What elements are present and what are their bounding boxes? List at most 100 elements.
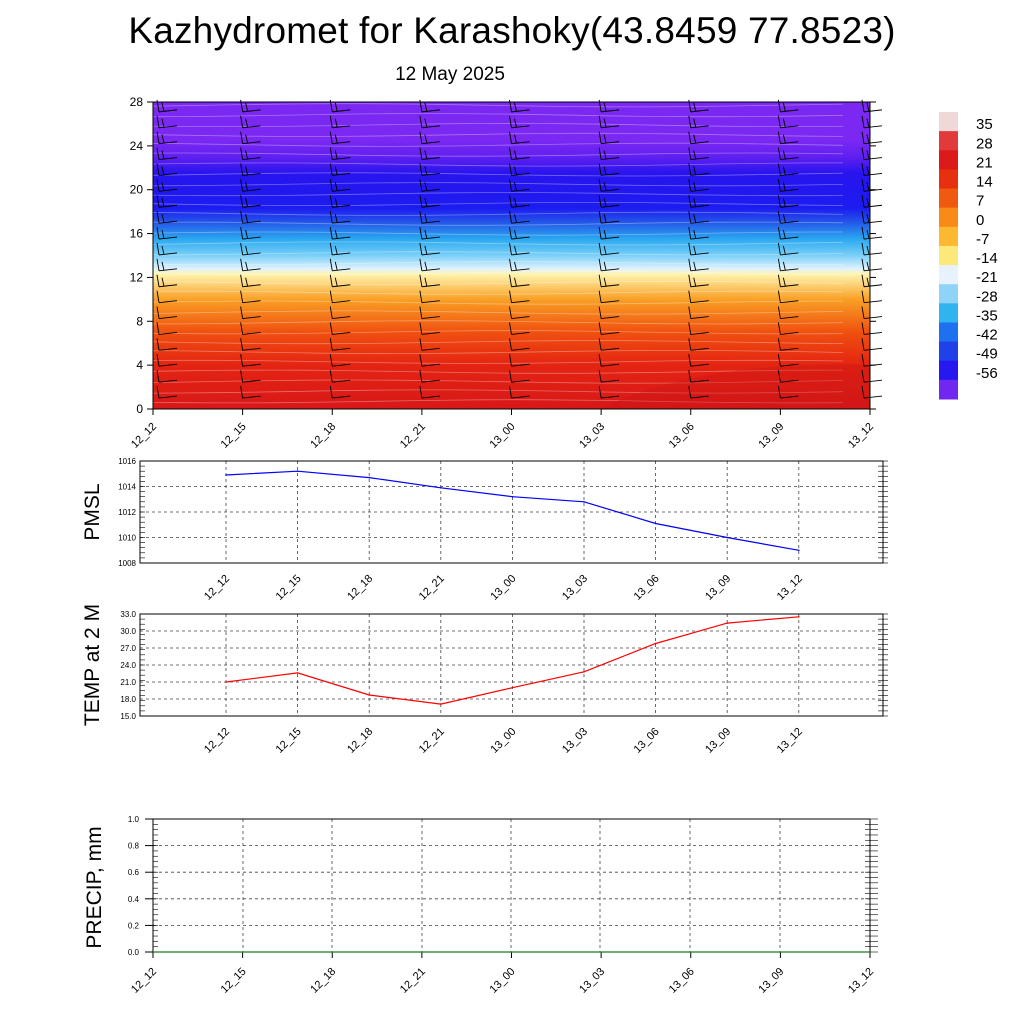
temp-frame bbox=[139, 613, 884, 717]
wind-barb-feather bbox=[156, 226, 160, 240]
wind-barb-feather bbox=[240, 322, 244, 335]
contour-line bbox=[152, 211, 844, 216]
wind-barb-shaft bbox=[690, 300, 709, 304]
wind-barb-shaft bbox=[601, 268, 620, 272]
wind-barb-feather bbox=[514, 118, 517, 128]
wind-barb-shaft bbox=[511, 363, 530, 367]
wind-barb-feather bbox=[861, 290, 865, 303]
colorbar-swatch bbox=[939, 169, 958, 190]
wind-barb-feather bbox=[161, 245, 165, 255]
wind-barb-feather bbox=[240, 354, 244, 367]
wind-barb-feather bbox=[688, 179, 692, 192]
temp-point bbox=[511, 686, 514, 689]
wind-barb-shaft bbox=[601, 188, 620, 192]
wind-barb-feather bbox=[866, 261, 870, 271]
wind-barb-feather bbox=[861, 322, 865, 335]
contour-line bbox=[152, 350, 844, 355]
wind-barb-shaft bbox=[780, 363, 799, 367]
precip-panel: 0.0 0.2 0.4 0.6 0.8 1.0 12_12 12_15 12_18 12_21 13… bbox=[83, 815, 878, 996]
wind-barb-feather bbox=[688, 226, 692, 240]
wind-barb-shaft bbox=[332, 268, 351, 272]
wind-barb-shaft bbox=[690, 395, 709, 399]
wind-barb-feather bbox=[688, 131, 692, 144]
y-tick-label: 1012 bbox=[118, 508, 136, 517]
pmsl-point bbox=[726, 536, 728, 539]
wind-barb-feather bbox=[777, 370, 781, 383]
colorbar-swatch bbox=[939, 322, 958, 343]
x-tick-label: 13_03 bbox=[560, 573, 590, 603]
contour-line bbox=[152, 300, 843, 305]
wind-barb-shaft bbox=[332, 141, 351, 145]
wind-barb-feather bbox=[509, 354, 512, 367]
wind-barb-feather bbox=[688, 147, 692, 160]
x-tick-label: 13_09 bbox=[703, 573, 733, 603]
contour-line bbox=[152, 202, 844, 207]
wind-barb-shaft bbox=[601, 347, 620, 351]
wind-barb-feather bbox=[777, 290, 781, 303]
wind-barb-feather bbox=[161, 102, 165, 112]
wind-barb-shaft bbox=[601, 284, 620, 288]
wind-barb-shaft bbox=[242, 141, 261, 145]
wind-barb-shaft bbox=[863, 157, 883, 161]
wind-barb-feather bbox=[329, 131, 333, 144]
wind-barb-feather bbox=[509, 370, 512, 383]
wind-barb-shaft bbox=[863, 284, 883, 288]
x-tick-label: 12_12 bbox=[129, 421, 159, 451]
wind-barb-feather bbox=[598, 258, 602, 271]
wind-barb-feather bbox=[424, 245, 428, 255]
wind-barb-feather bbox=[603, 277, 607, 287]
wind-barb-shaft bbox=[242, 268, 261, 272]
wind-barb-shaft bbox=[421, 220, 440, 224]
x-tick-label: 12_15 bbox=[274, 573, 304, 603]
colorbar-swatch bbox=[939, 303, 958, 323]
wind-barb-shaft bbox=[242, 220, 261, 224]
wind-barb-shaft bbox=[242, 316, 261, 319]
temp-point bbox=[583, 671, 585, 673]
wind-barb-feather bbox=[861, 211, 865, 224]
x-tick-label: 13_12 bbox=[775, 573, 805, 603]
wind-barb-shaft bbox=[332, 395, 351, 399]
wind-barb-feather bbox=[777, 211, 781, 224]
contour-line bbox=[152, 221, 844, 226]
wind-barb-feather bbox=[509, 115, 512, 128]
wind-barb-feather bbox=[419, 211, 423, 224]
wind-barb-feather bbox=[240, 163, 244, 176]
wind-barb-feather bbox=[334, 102, 338, 112]
x-tick-label: 13_09 bbox=[756, 421, 786, 451]
wind-barb-feather bbox=[688, 354, 692, 367]
wind-barb-feather bbox=[866, 102, 870, 112]
wind-barb-shaft bbox=[690, 157, 709, 161]
wind-barbs bbox=[156, 99, 883, 399]
wind-barb-feather bbox=[329, 211, 333, 224]
wind-barb-feather bbox=[598, 290, 602, 303]
wind-barb-feather bbox=[156, 211, 160, 224]
contour-line bbox=[152, 271, 844, 275]
colorbar-label: -7 bbox=[976, 231, 989, 248]
wind-barb-shaft bbox=[421, 379, 440, 383]
wind-barb-shaft bbox=[158, 188, 178, 192]
wind-barb-feather bbox=[419, 290, 423, 303]
wind-barb-feather bbox=[777, 322, 781, 335]
wind-barb-feather bbox=[156, 131, 160, 144]
wind-barb-feather bbox=[329, 115, 333, 128]
wind-barb-shaft bbox=[158, 220, 178, 224]
wind-barb-feather bbox=[693, 134, 697, 144]
wind-barb-feather bbox=[861, 338, 865, 351]
wind-barb-shaft bbox=[242, 157, 261, 161]
contour-line bbox=[152, 231, 843, 236]
x-tick-label: 13_12 bbox=[846, 966, 876, 996]
wind-barb-feather bbox=[240, 385, 244, 399]
wind-barb-feather bbox=[329, 226, 333, 240]
wind-barb-feather bbox=[156, 258, 160, 271]
wind-barb-feather bbox=[240, 195, 244, 208]
contour-line bbox=[152, 290, 844, 295]
wind-barb-shaft bbox=[158, 173, 178, 176]
wind-barb-shaft bbox=[332, 316, 351, 319]
y-tick-label: 4 bbox=[136, 358, 143, 372]
wind-barb-feather bbox=[693, 198, 697, 207]
wind-barb-shaft bbox=[690, 363, 709, 367]
pmsl-point bbox=[368, 476, 371, 479]
colorbar-label: 0 bbox=[976, 212, 984, 229]
wind-barb-feather bbox=[603, 134, 607, 144]
wind-barb-shaft bbox=[421, 204, 440, 208]
